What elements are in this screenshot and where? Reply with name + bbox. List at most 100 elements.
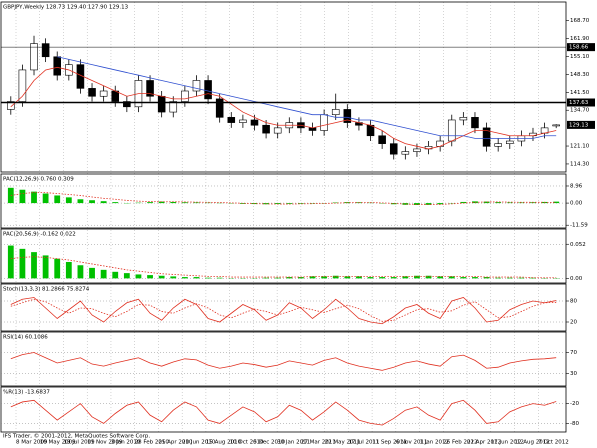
histogram-bar xyxy=(7,245,14,279)
pane-frame xyxy=(0,386,567,433)
histogram-bar xyxy=(298,277,304,279)
histogram-bar xyxy=(356,276,362,279)
histogram-bar xyxy=(298,203,304,204)
histogram-bar xyxy=(100,201,107,204)
indicator-line xyxy=(10,192,557,206)
time-label: 7 Oct 2012 xyxy=(538,440,569,446)
histogram-bar xyxy=(506,277,513,279)
time-label: 30 Jan 2011 xyxy=(277,440,310,446)
histogram-bar xyxy=(65,261,72,279)
histogram-bar xyxy=(437,276,444,279)
candle-body xyxy=(215,98,224,118)
indicator-line xyxy=(10,297,557,325)
y-tick-label: -80 xyxy=(570,421,579,427)
price-level-tag xyxy=(567,98,595,107)
histogram-bar xyxy=(332,275,339,279)
histogram-bar xyxy=(31,252,37,279)
y-tick-label: 114.30 xyxy=(570,161,590,167)
candle-body xyxy=(53,56,61,76)
histogram-bar xyxy=(367,277,374,279)
candle-body xyxy=(204,80,212,100)
histogram-bar xyxy=(112,271,119,279)
histogram-bar xyxy=(193,202,200,204)
histogram-bar xyxy=(530,277,536,279)
time-label: 3 Jan 2010 xyxy=(111,440,141,446)
candle-body xyxy=(7,101,15,110)
histogram-bar xyxy=(274,277,281,279)
histogram-bar xyxy=(147,275,153,279)
histogram-bar xyxy=(135,274,142,279)
candle-body xyxy=(320,114,328,131)
pane-title: %R(13) -13.6837 xyxy=(3,390,50,396)
candle-body xyxy=(331,109,340,116)
candle-body xyxy=(146,80,154,97)
candle-body xyxy=(262,124,270,134)
time-label: 22 May 2011 xyxy=(325,440,361,446)
histogram-bar xyxy=(205,277,211,279)
histogram-bar xyxy=(414,275,420,279)
pane-frame xyxy=(0,283,567,332)
histogram-bar xyxy=(309,276,316,279)
pane-frame xyxy=(0,228,567,284)
histogram-bar xyxy=(472,201,478,204)
y-tick-label: 80 xyxy=(570,299,577,305)
candle-body xyxy=(111,90,120,102)
candle-body xyxy=(157,95,166,113)
histogram-bar xyxy=(65,197,72,204)
candle-body xyxy=(88,88,96,97)
histogram-bar xyxy=(158,275,165,279)
candle-body xyxy=(123,101,131,108)
y-tick-label: 0.00 xyxy=(570,201,583,207)
histogram-bar xyxy=(77,199,84,204)
time-label: 12 Aug 2012 xyxy=(515,440,550,446)
candle-body xyxy=(401,151,410,155)
histogram-bar xyxy=(42,255,49,279)
candle-body xyxy=(366,124,375,137)
candle-body xyxy=(181,90,189,102)
time-label: 17 Jun 2012 xyxy=(491,440,524,446)
histogram-bar xyxy=(193,277,200,279)
candle-body xyxy=(343,109,352,123)
candle-body xyxy=(471,117,479,129)
pane-title: PAC(12,26,9) 0.760 0.309 xyxy=(3,177,74,183)
indicator-line xyxy=(57,56,557,139)
time-label: 1 Jan 2012 xyxy=(420,440,449,446)
pane-frame xyxy=(0,1,567,173)
y-tick-label: 161.90 xyxy=(570,36,590,42)
histogram-bar xyxy=(170,276,177,279)
candle-body xyxy=(169,101,178,113)
time-label: 17 Jul 2011 xyxy=(348,440,379,446)
histogram-bar xyxy=(42,193,49,204)
time-label: 11 Sep 2011 xyxy=(372,440,407,446)
time-label: 15 Aug 2010 xyxy=(206,440,242,446)
histogram-bar xyxy=(332,202,339,204)
histogram-bar xyxy=(437,203,444,205)
time-label: 22 Apr 2012 xyxy=(467,440,501,446)
time-label: 19 Jul 2009 xyxy=(63,440,95,446)
indicator-line xyxy=(10,298,557,322)
y-tick-label: 30 xyxy=(570,371,577,377)
histogram-bar xyxy=(344,276,351,279)
histogram-bar xyxy=(112,202,119,204)
histogram-bar xyxy=(54,258,61,279)
histogram-bar xyxy=(19,189,26,204)
histogram-bar xyxy=(89,200,95,204)
histogram-bar xyxy=(19,248,26,279)
histogram-bar xyxy=(402,203,409,205)
candle-body xyxy=(41,43,50,58)
indicator-line xyxy=(10,399,557,426)
candle-body xyxy=(552,124,560,127)
y-tick-label: 134.70 xyxy=(570,108,590,114)
histogram-bar xyxy=(518,277,525,279)
histogram-bar xyxy=(506,202,513,204)
histogram-bar xyxy=(483,277,490,279)
histogram-bar xyxy=(425,275,432,279)
time-label: 27 Mar 2011 xyxy=(301,440,336,446)
time-label: 28 Feb 2010 xyxy=(135,440,170,446)
pane-frame xyxy=(0,331,567,387)
candle-body xyxy=(482,127,491,147)
current-price-tag xyxy=(567,120,595,129)
y-tick-label: 0.052 xyxy=(570,242,586,248)
